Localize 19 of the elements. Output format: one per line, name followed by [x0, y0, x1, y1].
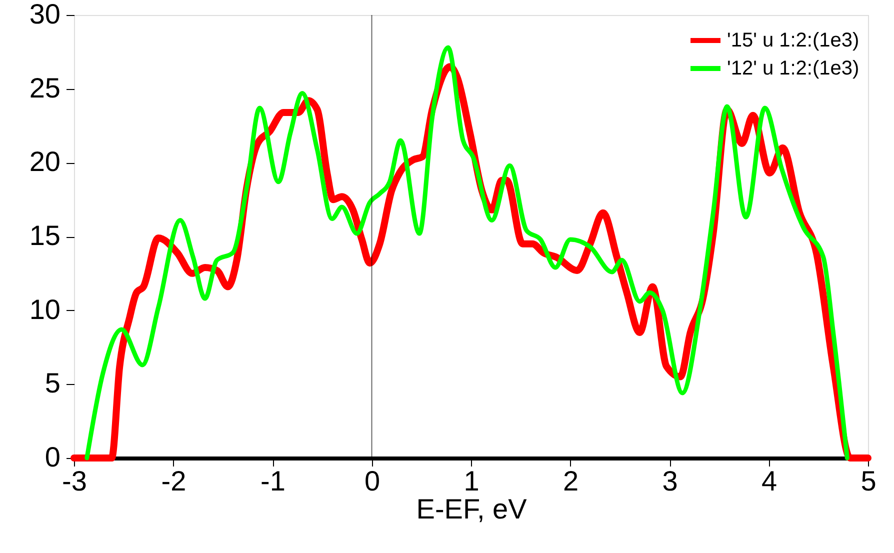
x-tick-label: 1 — [464, 466, 480, 496]
y-tick-label: 10 — [29, 294, 60, 325]
x-tick-label: -2 — [161, 466, 186, 496]
x-tick-label: 4 — [761, 466, 778, 496]
y-tick-label: 20 — [29, 146, 60, 178]
x-axis-title: E-EF, eV — [416, 494, 528, 524]
x-tick-label: -1 — [260, 466, 286, 496]
y-tick-label: 30 — [29, 0, 60, 30]
x-tick-label: -3 — [62, 466, 87, 496]
x-tick-label: 5 — [860, 466, 876, 496]
y-tick-label: 15 — [29, 220, 60, 251]
y-tick-label: 25 — [29, 72, 60, 104]
x-tick-label: 0 — [364, 466, 380, 496]
y-tick-label: 0 — [44, 442, 60, 472]
x-tick-label: 2 — [562, 466, 579, 496]
legend-label: '12' u 1:2:(1e3) — [727, 58, 860, 80]
y-tick-label: 5 — [44, 368, 60, 399]
legend-label: '15' u 1:2:(1e3) — [727, 30, 860, 52]
x-tick-label: 3 — [662, 466, 678, 496]
